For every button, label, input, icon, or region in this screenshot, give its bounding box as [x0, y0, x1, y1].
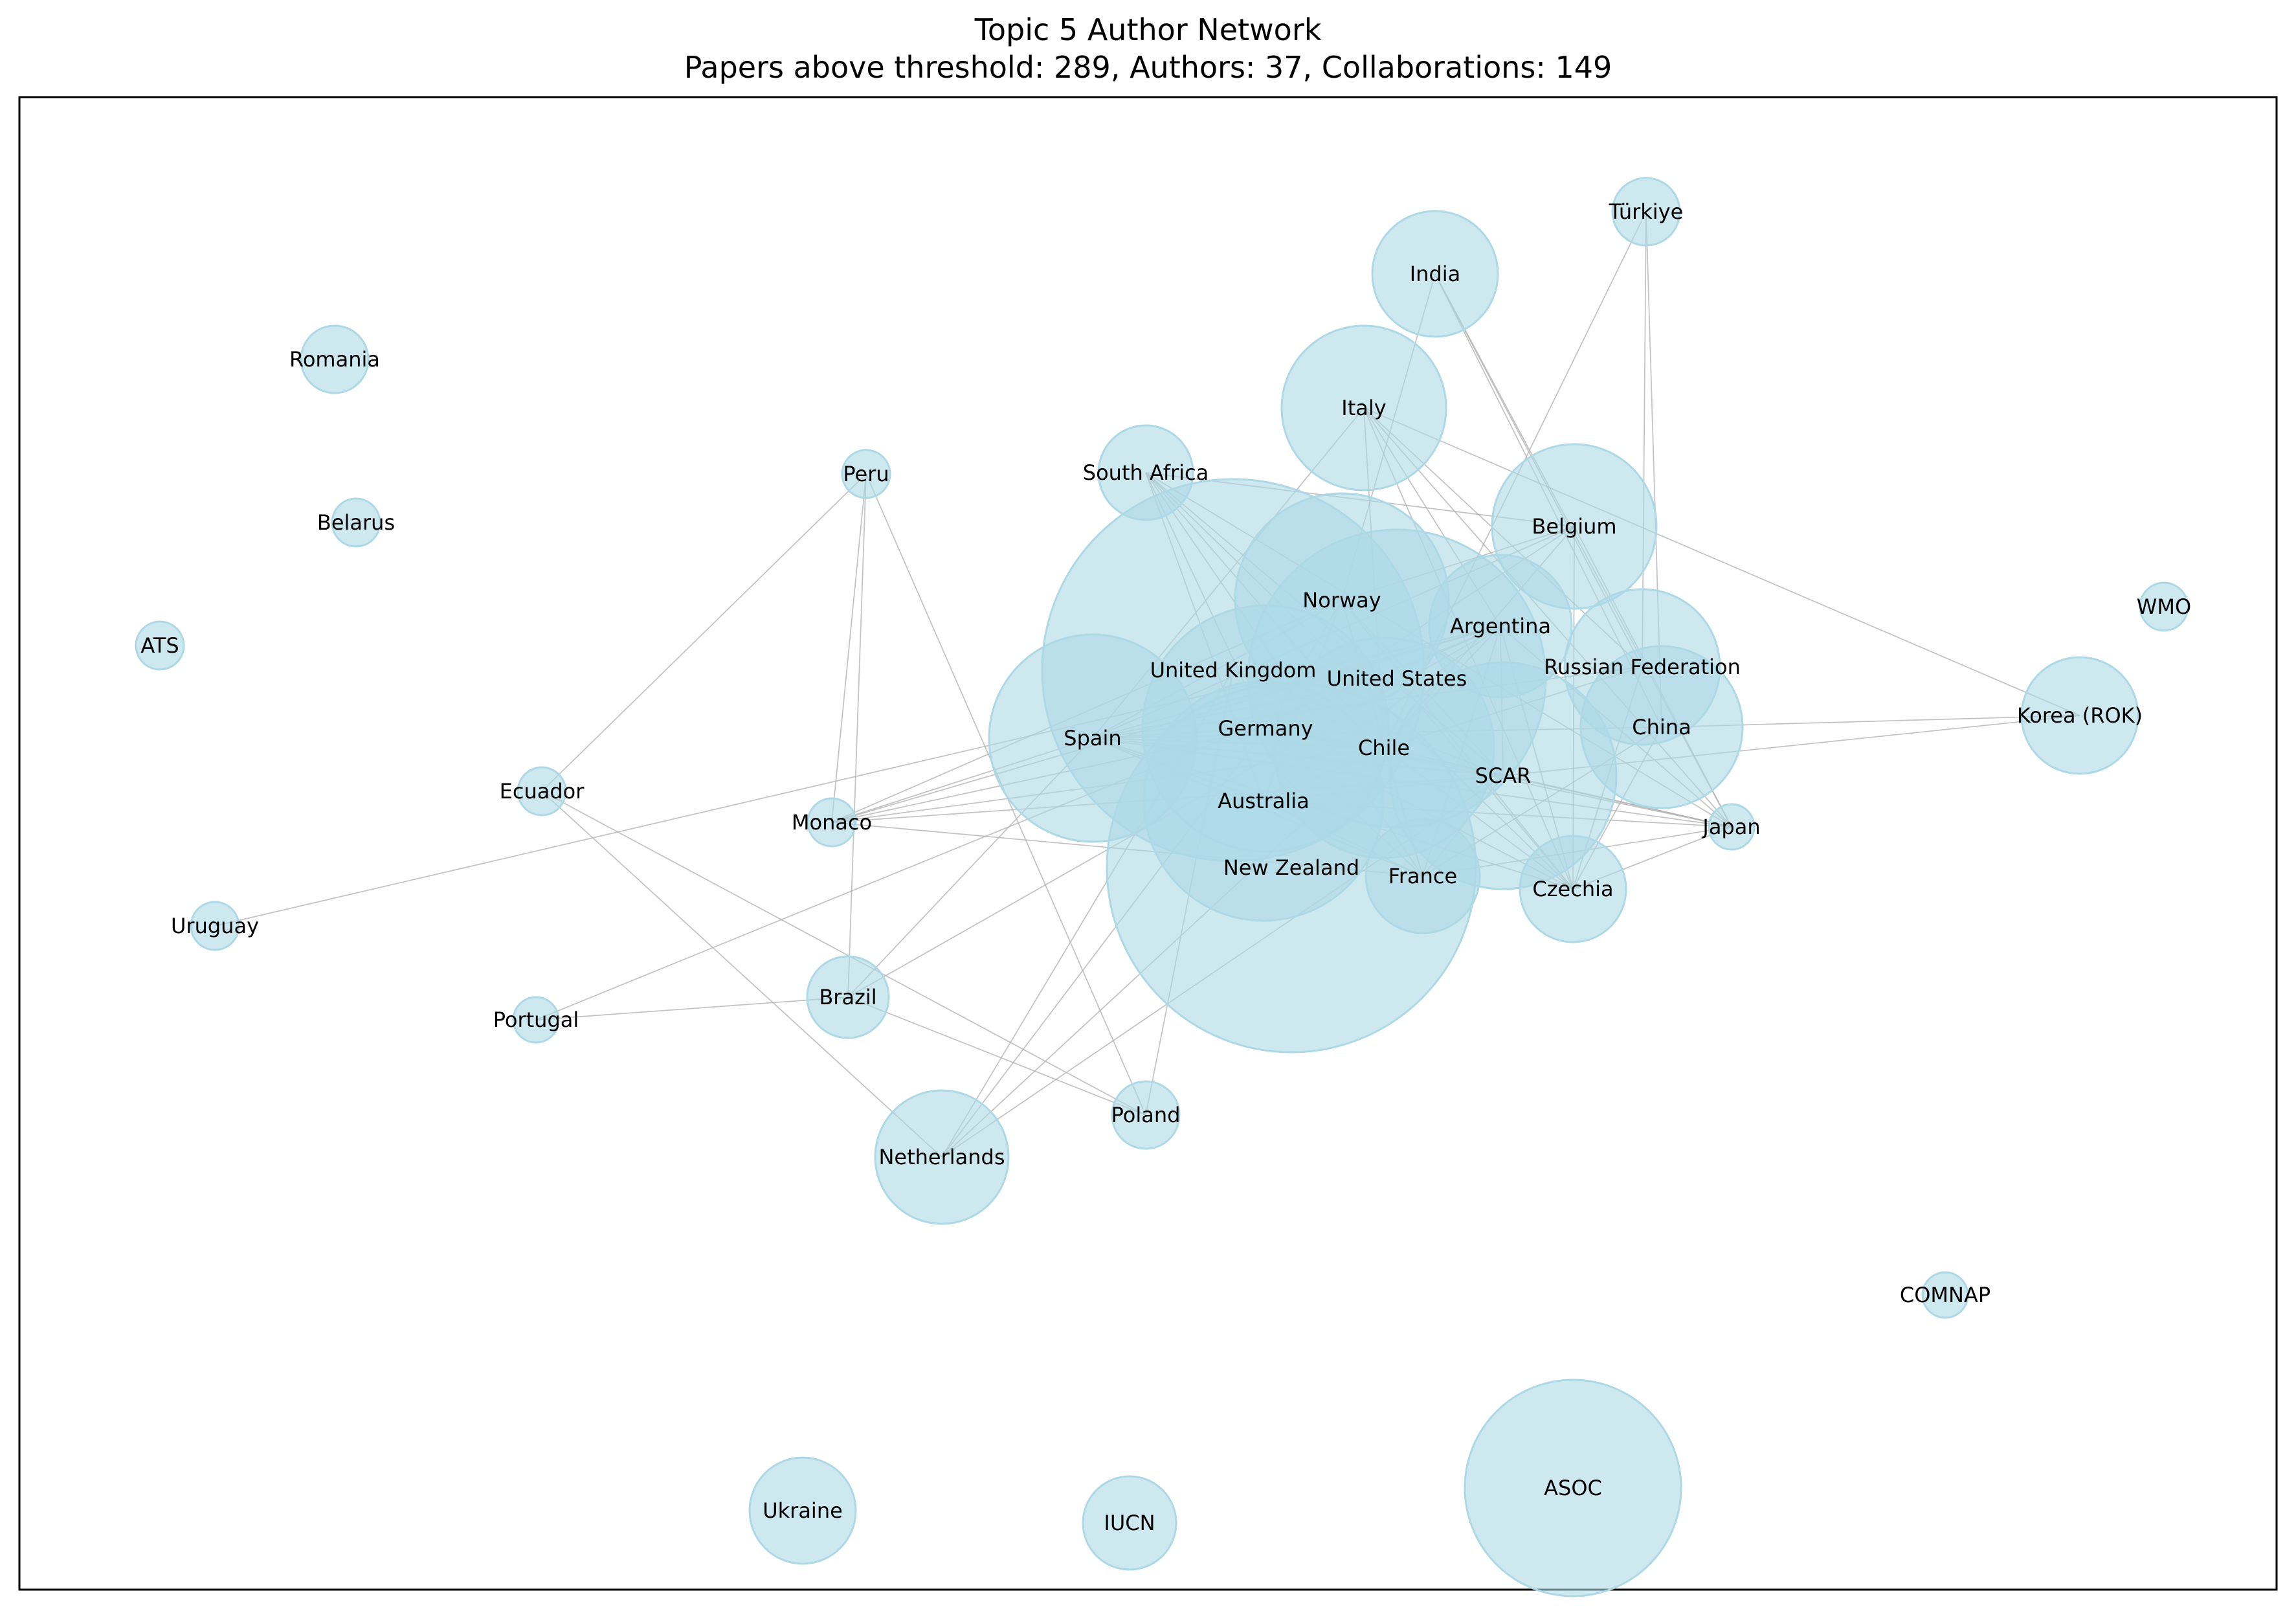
node-ecuador[interactable] [517, 766, 567, 817]
node-label-ats: ATS [140, 633, 179, 658]
label-layer: United Kingdom United States Germany Chile A… [140, 199, 2191, 1535]
node-japan[interactable] [1708, 803, 1755, 851]
node-label-new-zealand: New Zealand [1223, 855, 1359, 880]
edge-peru-brazil [847, 473, 867, 998]
node-asoc[interactable] [1464, 1379, 1682, 1597]
node-label-south-africa: South Africa [1083, 460, 1209, 485]
node-france[interactable] [1365, 818, 1481, 934]
node-label-italy: Italy [1341, 396, 1386, 420]
node-portugal[interactable] [512, 996, 560, 1044]
node-label-scar: SCAR [1475, 763, 1532, 788]
node-ats[interactable] [135, 620, 185, 671]
node-romania[interactable] [300, 324, 370, 394]
node-t-rkiye[interactable] [1611, 177, 1681, 247]
node-label-france: France [1388, 864, 1457, 888]
node-china[interactable] [1579, 645, 1744, 809]
node-label-korea-rok: Korea (ROK) [2017, 703, 2143, 728]
node-label-india: India [1410, 262, 1461, 286]
node-south-africa[interactable] [1097, 424, 1194, 521]
node-spain[interactable] [988, 633, 1198, 843]
edge-peru-ecuador [541, 473, 867, 792]
node-label-peru: Peru [843, 462, 889, 486]
node-peru[interactable] [841, 449, 891, 499]
node-czechia[interactable] [1519, 835, 1627, 943]
node-italy[interactable] [1280, 324, 1447, 491]
node-label-t-rkiye: Türkiye [1609, 199, 1684, 224]
node-label-united-kingdom: United Kingdom [1150, 658, 1317, 682]
edge-peru-monaco [831, 473, 867, 823]
node-label-uruguay: Uruguay [171, 914, 259, 938]
node-label-asoc: ASOC [1544, 1476, 1602, 1500]
edge-italy-korea-rok [1363, 407, 2080, 716]
node-label-romania: Romania [289, 347, 380, 372]
node-monaco[interactable] [807, 797, 857, 848]
node-label-russian-federation: Russian Federation [1544, 655, 1741, 679]
node-label-iucn: IUCN [1104, 1511, 1155, 1535]
node-korea-rok[interactable] [2020, 656, 2139, 775]
node-brazil[interactable] [806, 955, 890, 1039]
node-label-belarus: Belarus [317, 510, 395, 535]
node-comnap[interactable] [1921, 1271, 1969, 1319]
node-label-united-states: United States [1327, 666, 1467, 691]
node-belgium[interactable] [1491, 443, 1658, 610]
node-label-germany: Germany [1218, 716, 1313, 741]
node-label-china: China [1632, 715, 1691, 739]
node-label-wmo: WMO [2137, 594, 2191, 619]
node-label-monaco: Monaco [792, 810, 872, 835]
node-label-netherlands: Netherlands [878, 1145, 1005, 1169]
node-layer [135, 177, 2189, 1597]
node-label-belgium: Belgium [1532, 514, 1616, 539]
node-belarus[interactable] [331, 497, 381, 548]
node-netherlands[interactable] [874, 1089, 1010, 1225]
node-poland[interactable] [1111, 1080, 1181, 1150]
chart-subtitle: Papers above threshold: 289, Authors: 37… [684, 50, 1612, 85]
node-iucn[interactable] [1082, 1475, 1177, 1571]
node-label-spain: Spain [1064, 726, 1121, 750]
node-label-australia: Australia [1218, 789, 1310, 813]
node-label-portugal: Portugal [493, 1008, 579, 1032]
node-label-japan: Japan [1701, 815, 1760, 839]
node-label-norway: Norway [1302, 588, 1381, 613]
node-wmo[interactable] [2139, 581, 2189, 632]
node-label-chile: Chile [1358, 736, 1410, 760]
node-label-czechia: Czechia [1532, 877, 1613, 901]
node-label-poland: Poland [1111, 1103, 1181, 1127]
node-label-comnap: COMNAP [1900, 1283, 1990, 1307]
edge-brazil-portugal [535, 997, 849, 1020]
node-uruguay[interactable] [190, 901, 240, 951]
node-india[interactable] [1371, 210, 1499, 338]
node-label-ecuador: Ecuador [500, 779, 585, 804]
node-label-argentina: Argentina [1450, 614, 1551, 638]
edge-brazil-poland [847, 997, 1146, 1116]
chart-title: Topic 5 Author Network [974, 12, 1322, 47]
node-label-ukraine: Ukraine [763, 1498, 843, 1523]
edge-ecuador-netherlands [541, 791, 942, 1158]
node-ukraine[interactable] [748, 1456, 857, 1565]
node-label-brazil: Brazil [819, 985, 876, 1009]
